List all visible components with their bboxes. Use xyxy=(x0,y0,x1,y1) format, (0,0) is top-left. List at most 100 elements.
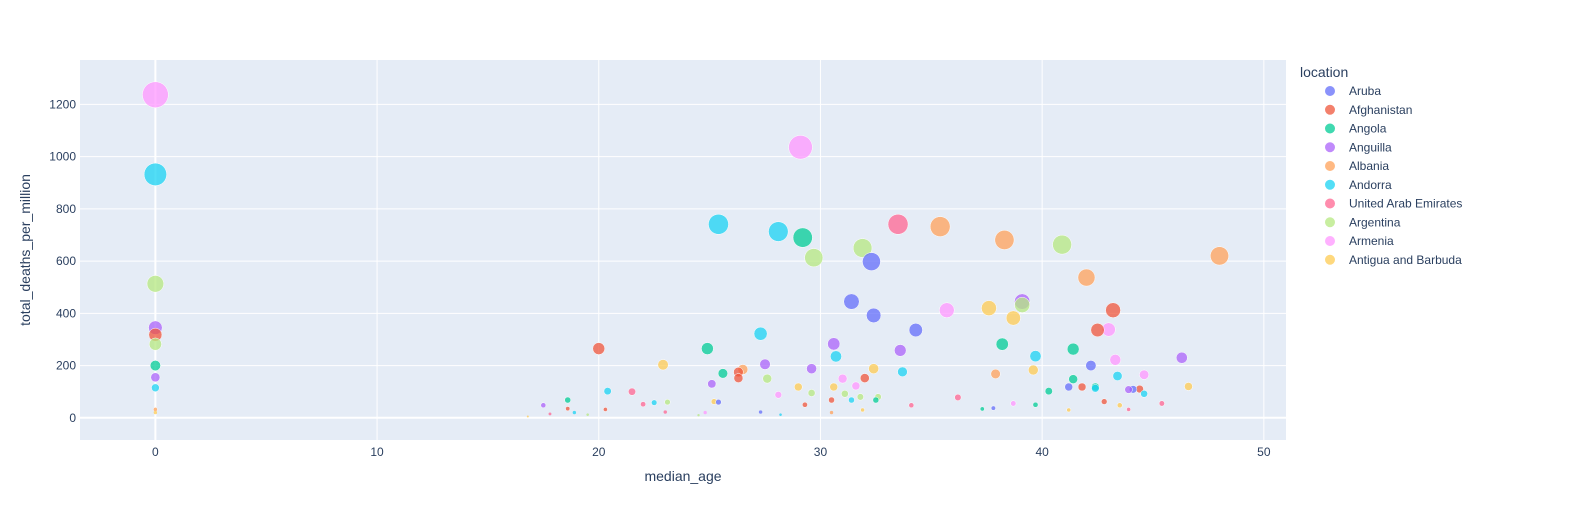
data-point[interactable] xyxy=(852,238,873,258)
legend-item[interactable]: Afghanistan xyxy=(1325,103,1412,117)
data-point[interactable] xyxy=(701,342,714,355)
data-point[interactable] xyxy=(572,410,577,415)
data-point[interactable] xyxy=(1032,401,1039,408)
data-point[interactable] xyxy=(1116,402,1123,409)
data-point[interactable] xyxy=(1029,350,1042,363)
data-point[interactable] xyxy=(774,391,783,399)
data-point[interactable] xyxy=(851,381,861,391)
data-point[interactable] xyxy=(1210,246,1229,266)
data-point[interactable] xyxy=(1112,371,1123,381)
data-point[interactable] xyxy=(979,406,985,412)
legend-item[interactable]: Angola xyxy=(1325,122,1387,136)
data-point[interactable] xyxy=(1184,382,1193,391)
data-point[interactable] xyxy=(1109,354,1122,366)
data-point[interactable] xyxy=(697,414,700,417)
data-point[interactable] xyxy=(908,402,915,409)
data-point[interactable] xyxy=(758,410,763,414)
data-point[interactable] xyxy=(868,363,879,375)
legend-item[interactable]: Argentina xyxy=(1325,215,1401,229)
data-point[interactable] xyxy=(1090,323,1105,338)
data-point[interactable] xyxy=(897,366,908,377)
data-point[interactable] xyxy=(1085,360,1097,372)
legend-item[interactable]: United Arab Emirates xyxy=(1325,197,1462,211)
data-point[interactable] xyxy=(837,373,848,384)
data-point[interactable] xyxy=(939,302,955,318)
data-point[interactable] xyxy=(733,373,744,383)
data-point[interactable] xyxy=(762,373,773,384)
data-point[interactable] xyxy=(830,350,842,363)
data-point[interactable] xyxy=(526,415,529,418)
data-point[interactable] xyxy=(1044,387,1053,396)
data-point[interactable] xyxy=(153,410,158,415)
legend-item[interactable]: Anguilla xyxy=(1325,140,1392,154)
data-point[interactable] xyxy=(768,221,789,242)
data-point[interactable] xyxy=(860,407,865,413)
data-point[interactable] xyxy=(717,368,728,379)
data-point[interactable] xyxy=(664,399,671,406)
data-point[interactable] xyxy=(663,410,667,414)
legend-item[interactable]: Aruba xyxy=(1325,84,1381,98)
data-point[interactable] xyxy=(1068,374,1078,384)
data-point[interactable] xyxy=(894,344,907,357)
legend-item[interactable]: Armenia xyxy=(1325,234,1394,248)
data-point[interactable] xyxy=(1175,351,1188,364)
data-point[interactable] xyxy=(843,293,860,310)
data-point[interactable] xyxy=(990,405,996,411)
data-point[interactable] xyxy=(807,389,816,397)
data-point[interactable] xyxy=(804,248,824,268)
data-point[interactable] xyxy=(603,387,612,396)
data-point[interactable] xyxy=(994,230,1015,250)
data-point[interactable] xyxy=(1064,382,1074,392)
data-point[interactable] xyxy=(1105,302,1121,318)
data-point[interactable] xyxy=(1158,400,1165,407)
data-point[interactable] xyxy=(564,396,572,404)
data-point[interactable] xyxy=(1140,389,1148,398)
data-point[interactable] xyxy=(1124,385,1133,394)
data-point[interactable] xyxy=(715,399,722,406)
data-point[interactable] xyxy=(586,413,589,416)
data-point[interactable] xyxy=(794,382,803,392)
data-point[interactable] xyxy=(829,410,834,415)
data-point[interactable] xyxy=(143,162,167,186)
data-point[interactable] xyxy=(981,300,997,316)
data-point[interactable] xyxy=(848,396,855,404)
data-point[interactable] xyxy=(802,401,808,408)
data-point[interactable] xyxy=(828,396,835,404)
data-point[interactable] xyxy=(1126,407,1131,412)
legend-item[interactable]: Antigua and Barbuda xyxy=(1325,253,1462,267)
data-point[interactable] xyxy=(866,307,882,323)
data-point[interactable] xyxy=(929,216,951,237)
data-point[interactable] xyxy=(887,213,909,235)
data-point[interactable] xyxy=(1077,268,1096,287)
data-point[interactable] xyxy=(540,402,547,409)
data-point[interactable] xyxy=(548,412,552,416)
data-point[interactable] xyxy=(149,360,161,372)
legend-item[interactable]: Andorra xyxy=(1325,178,1392,192)
data-point[interactable] xyxy=(1005,310,1021,326)
data-point[interactable] xyxy=(708,213,729,235)
data-point[interactable] xyxy=(1028,364,1039,376)
data-point[interactable] xyxy=(759,358,771,370)
data-point[interactable] xyxy=(640,401,647,408)
data-point[interactable] xyxy=(859,373,870,383)
data-point[interactable] xyxy=(954,393,962,401)
data-point[interactable] xyxy=(707,379,717,389)
data-point[interactable] xyxy=(1010,400,1017,407)
data-point[interactable] xyxy=(872,396,880,404)
data-point[interactable] xyxy=(995,337,1009,351)
data-point[interactable] xyxy=(990,368,1001,379)
data-point[interactable] xyxy=(703,410,707,415)
data-point[interactable] xyxy=(1014,297,1031,313)
data-point[interactable] xyxy=(592,342,606,355)
data-point[interactable] xyxy=(829,382,839,392)
data-point[interactable] xyxy=(753,326,768,341)
data-point[interactable] xyxy=(146,275,164,293)
data-point[interactable] xyxy=(792,227,813,248)
data-point[interactable] xyxy=(1091,384,1100,393)
data-point[interactable] xyxy=(1139,369,1150,380)
data-point[interactable] xyxy=(1066,407,1072,413)
data-point[interactable] xyxy=(1066,342,1080,356)
data-point[interactable] xyxy=(908,323,923,338)
data-point[interactable] xyxy=(1052,234,1072,255)
data-point[interactable] xyxy=(827,337,841,351)
